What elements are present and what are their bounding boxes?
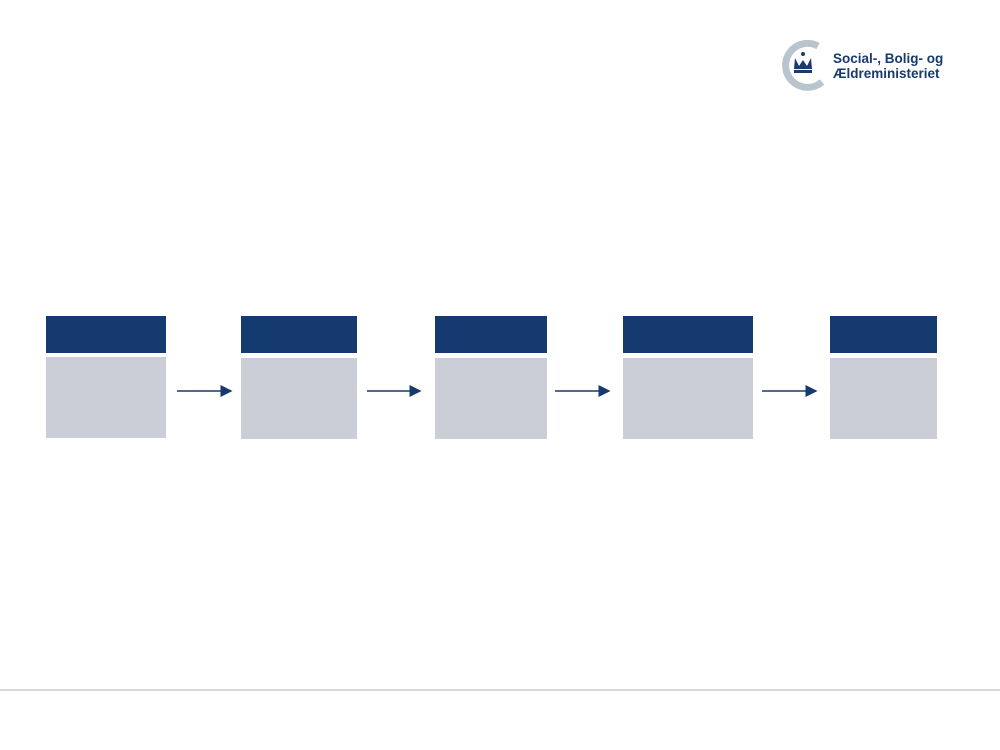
step-body bbox=[830, 358, 937, 439]
step-header bbox=[46, 316, 166, 353]
logo: Social-, Bolig- og Ældreministeriet bbox=[782, 39, 943, 91]
step-body bbox=[241, 358, 357, 439]
process-flow bbox=[46, 316, 937, 439]
step-header bbox=[435, 316, 547, 353]
logo-crown bbox=[794, 52, 812, 73]
step-header bbox=[830, 316, 937, 353]
logo-line: Ældreministeriet bbox=[833, 66, 940, 81]
step-header bbox=[241, 316, 357, 353]
step-body bbox=[623, 358, 753, 439]
logo-arc bbox=[782, 39, 825, 91]
step-body bbox=[435, 358, 547, 439]
step-body bbox=[46, 357, 166, 438]
step-header bbox=[623, 316, 753, 353]
logo-line: Social-, Bolig- og bbox=[833, 51, 943, 66]
